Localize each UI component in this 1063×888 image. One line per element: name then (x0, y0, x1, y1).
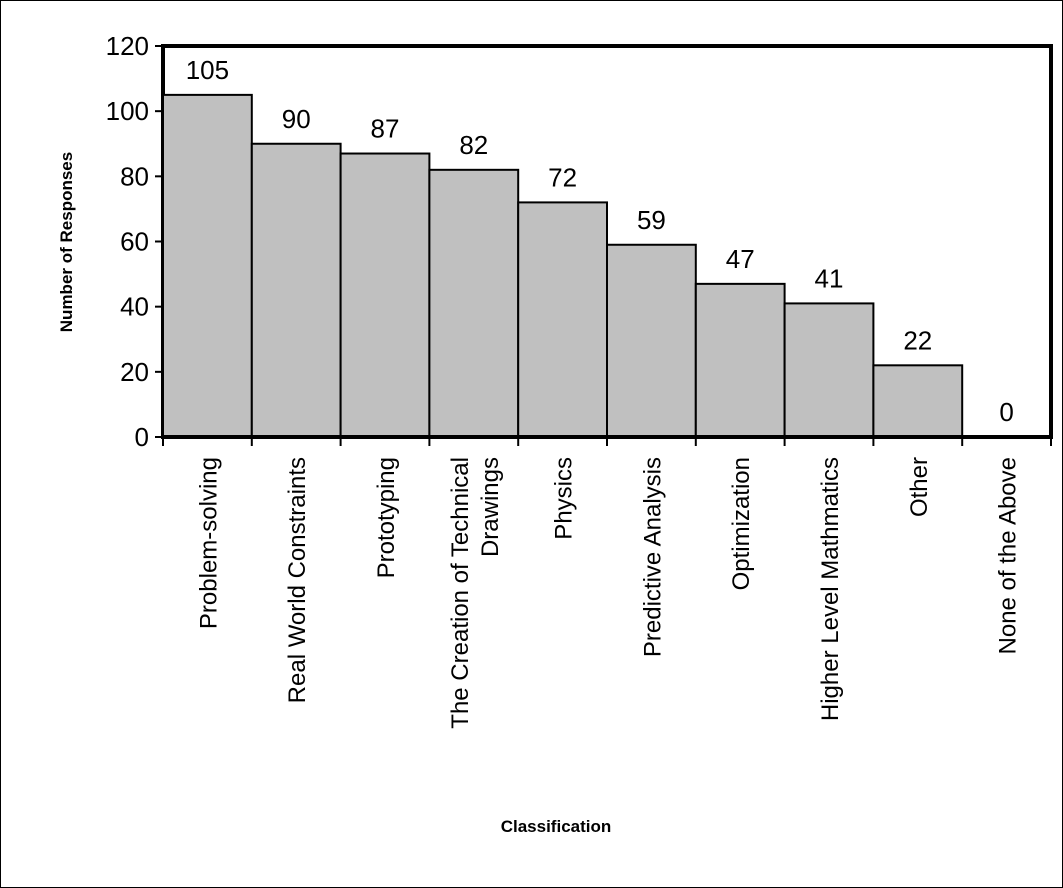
bar (339, 152, 431, 438)
category-label: Optimization (728, 457, 755, 590)
bar (428, 168, 520, 438)
y-tick-label: 100 (106, 96, 149, 126)
data-label: 47 (726, 244, 755, 274)
data-label: 72 (548, 162, 577, 192)
bar (250, 142, 342, 438)
category-label: Problem-solving (195, 457, 222, 629)
bar (694, 282, 786, 438)
category-label: Higher Level Mathmatics (817, 457, 844, 721)
category-label: Prototyping (373, 457, 400, 578)
y-tick-label: 20 (120, 357, 149, 387)
category-label: None of the Above (995, 457, 1022, 654)
category-label: Physics (551, 457, 578, 540)
bar (872, 364, 964, 439)
y-axis-ticks: 0 20 40 60 80 100 120 (106, 31, 163, 452)
x-axis-title: Classification (501, 817, 612, 836)
category-label: Drawings (477, 457, 504, 557)
data-label: 41 (815, 263, 844, 293)
y-tick-label: 120 (106, 31, 149, 61)
bar (606, 243, 697, 438)
data-label: 90 (282, 104, 311, 134)
y-tick-label: 0 (135, 422, 149, 452)
x-axis-ticks: Problem-solving Real World Constraints Pro… (162, 437, 1052, 729)
data-label: 87 (371, 114, 400, 144)
data-labels: 105 90 87 82 72 59 47 41 22 0 (186, 55, 1014, 427)
bar (517, 201, 609, 438)
category-label: The Creation of Technical (447, 457, 474, 729)
data-label: 59 (637, 205, 666, 235)
data-label: 22 (903, 325, 932, 355)
y-axis-title: Number of Responses (57, 152, 76, 332)
category-label: Predictive Analysis (639, 457, 666, 657)
data-label: 105 (186, 55, 229, 85)
y-tick-label: 40 (120, 292, 149, 322)
y-tick-label: 60 (120, 227, 149, 257)
category-label: Other (906, 457, 933, 517)
bar (783, 302, 875, 438)
category-label: Real World Constraints (284, 457, 311, 703)
data-label: 82 (459, 130, 488, 160)
y-tick-label: 80 (120, 161, 149, 191)
data-label: 0 (999, 397, 1013, 427)
bar (162, 93, 253, 438)
